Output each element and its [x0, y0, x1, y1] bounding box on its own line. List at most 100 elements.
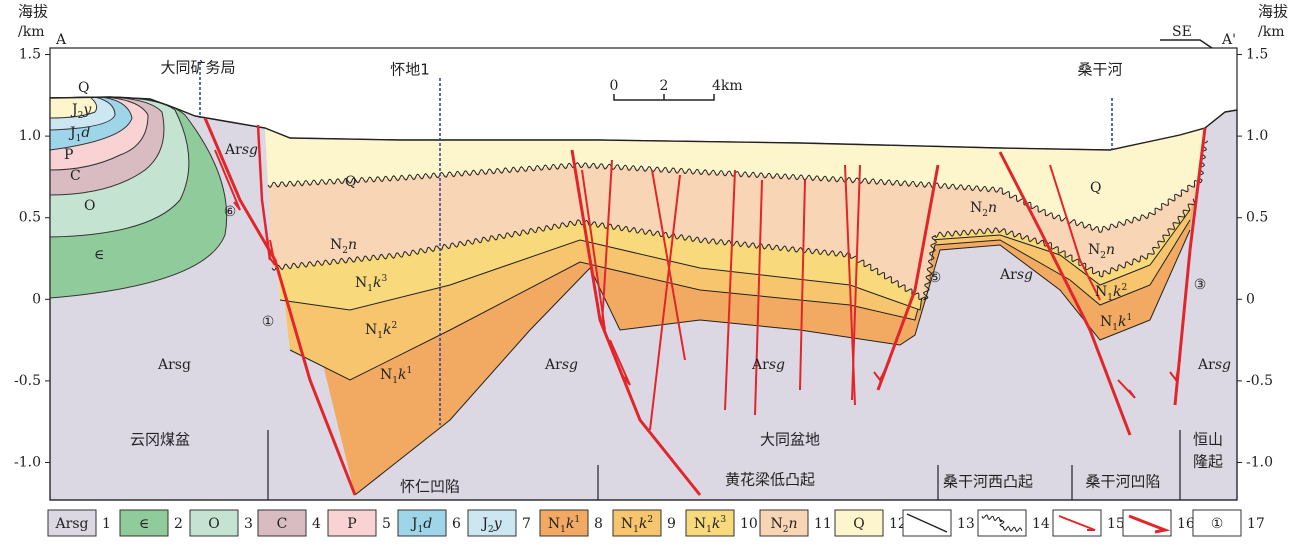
legend-swatch — [612, 509, 662, 537]
label-part: k — [373, 275, 381, 291]
legend-swatch — [47, 509, 97, 537]
formation-label: Arsg — [544, 357, 578, 373]
formation-label: Q — [853, 516, 864, 532]
fault-number: ⑤ — [929, 270, 942, 286]
legend-number: 4 — [312, 516, 321, 532]
boundary — [279, 209, 1191, 311]
formation-label: Arsg — [1197, 357, 1231, 373]
formation-label: Arsg — [55, 516, 89, 532]
label-part: 2 — [982, 209, 988, 219]
label-part: N — [694, 516, 706, 532]
fault — [754, 179, 763, 416]
label-part: 3 — [381, 274, 387, 284]
legend-swatch — [257, 509, 307, 537]
fault-number: ③ — [1194, 277, 1207, 293]
legend-number: 17 — [1247, 516, 1265, 532]
label-part: C — [70, 168, 81, 184]
label-part: 1 — [1112, 323, 1118, 333]
label-part: 2 — [1121, 283, 1127, 293]
formation-label: Arsg — [224, 142, 258, 158]
tick-label: 1.0 — [1246, 128, 1268, 144]
label-part: Q — [1090, 180, 1101, 196]
legend-swatch — [397, 509, 447, 537]
label-part: 1 — [392, 376, 398, 386]
formation-label: N2n — [770, 516, 797, 535]
axis-unit: /km — [18, 24, 44, 40]
label-part: k — [383, 322, 391, 338]
legend-swatch — [1192, 509, 1242, 537]
label-part: n — [988, 200, 997, 216]
label-part: N — [380, 367, 392, 383]
label-part: k — [398, 367, 406, 383]
label-part: 2 — [488, 525, 494, 535]
label-part: Ar — [999, 267, 1017, 283]
tick-label: -0.5 — [14, 373, 41, 389]
tick-label: 0 — [1246, 291, 1255, 307]
region-label: 怀仁凹陷 — [400, 478, 460, 496]
legend-swatch — [759, 509, 809, 537]
legend-number: 12 — [889, 516, 907, 532]
label-part: d — [423, 516, 432, 532]
tick-label: 0 — [32, 291, 41, 307]
scale-label: 0 — [610, 78, 619, 94]
formation-label: N1k3 — [694, 515, 726, 535]
region-label: 恒山 — [1193, 431, 1223, 449]
legend-swatch — [327, 509, 377, 537]
fault — [601, 159, 613, 326]
scale-label: 2 — [660, 78, 669, 94]
formation-label: N1k2 — [365, 321, 397, 341]
label-part: 1 — [417, 525, 423, 535]
label-part: Q — [345, 174, 356, 190]
label-part: 1 — [560, 525, 566, 535]
legend-swatch — [685, 509, 735, 537]
label-part: 1 — [406, 366, 412, 376]
formation-label: J1d — [410, 516, 432, 535]
label-part: 2 — [647, 515, 653, 525]
legend-number: 13 — [957, 516, 975, 532]
tick-label: -1.0 — [1246, 454, 1273, 470]
label-part: 1 — [574, 515, 580, 525]
place-label: 桑干河 — [1077, 61, 1122, 79]
legend-swatch — [539, 509, 589, 537]
formation-label: Arsg — [751, 357, 785, 373]
legend-number: 1 — [102, 516, 111, 532]
label-part: 1 — [1126, 313, 1132, 323]
fault — [1173, 127, 1207, 406]
label-part: sg — [562, 357, 578, 373]
tick-label: -0.5 — [1246, 373, 1273, 389]
label-part: 3 — [720, 515, 726, 525]
boundary — [271, 198, 1196, 301]
label-part: N — [365, 322, 377, 338]
fault — [649, 174, 681, 431]
label-part: C — [277, 516, 288, 532]
axis-title: 海拔 — [18, 3, 48, 21]
label-part: k — [1113, 284, 1121, 300]
label-part: N — [970, 200, 982, 216]
label-part: k — [639, 516, 647, 532]
label-part: N — [1100, 314, 1112, 330]
formation-label: Arsg — [157, 357, 191, 373]
legend-swatch — [467, 509, 517, 537]
formation-label: ∈ — [139, 516, 149, 532]
formation-label: Q — [1090, 180, 1101, 196]
axis-unit: /km — [1258, 24, 1284, 40]
label-part: y — [82, 102, 92, 118]
label-part: n — [1106, 242, 1115, 258]
label-part: N — [770, 516, 782, 532]
label-part: sg — [769, 357, 785, 373]
fault-arrow — [268, 239, 276, 266]
place-label: 大同矿务局 — [160, 59, 235, 77]
fault — [581, 169, 606, 331]
label-part: 2 — [1100, 251, 1106, 261]
label-part: J — [68, 125, 76, 141]
label-part: 2 — [342, 246, 348, 256]
formation-label: C — [277, 516, 288, 532]
direction: SE — [1172, 24, 1192, 40]
legend-number: 7 — [522, 516, 531, 532]
formation-label: J1d — [68, 125, 90, 144]
fault — [570, 149, 702, 496]
label-part: n — [348, 237, 357, 253]
legend-number: 16 — [1177, 516, 1195, 532]
fault-number: ⑥ — [224, 204, 237, 220]
formation-label: O — [84, 198, 95, 214]
